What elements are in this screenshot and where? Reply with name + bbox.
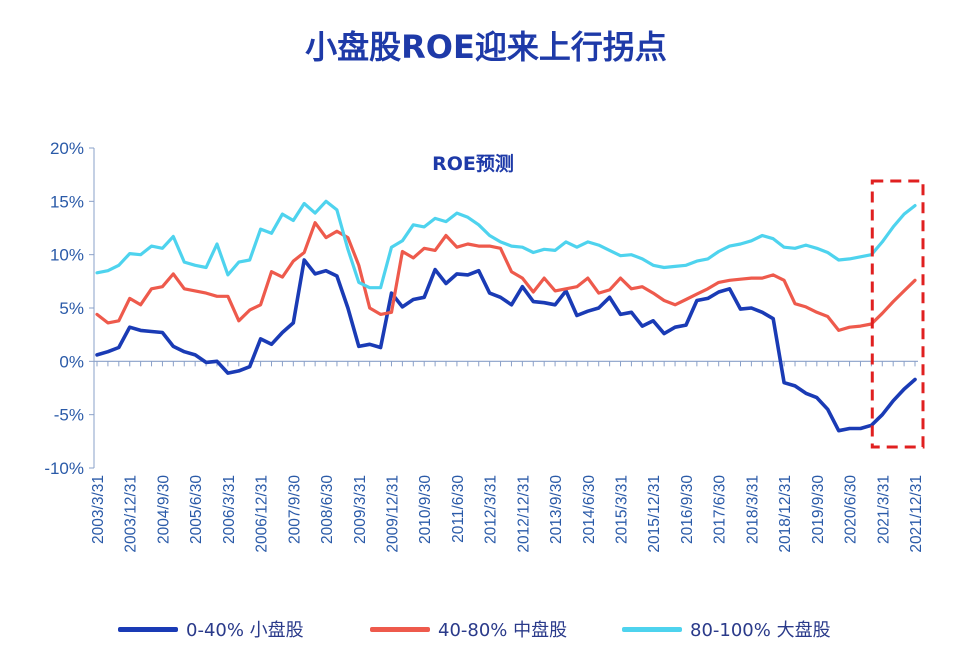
x-tick-label: 2009/3/31 <box>352 475 369 544</box>
x-tick-label: 2006/3/31 <box>221 475 238 544</box>
x-tick-label: 2013/9/30 <box>548 475 565 544</box>
x-tick-label: 2018/12/31 <box>777 475 794 553</box>
page-title: 小盘股ROE迎来上行拐点 <box>305 28 667 66</box>
forecast-highlight-box <box>870 179 925 449</box>
x-tick-label: 2003/12/31 <box>123 475 140 553</box>
x-tick-label: 2014/6/30 <box>581 475 598 544</box>
legend-item-large-cap: 80-100% 大盘股 <box>622 616 831 642</box>
series-line-1 <box>95 258 917 433</box>
y-tick-label: 20% <box>50 139 84 158</box>
x-tick-label: 2019/9/30 <box>810 475 827 544</box>
x-tick-label: 2015/12/31 <box>646 475 663 553</box>
y-tick-label: 5% <box>59 299 84 318</box>
chart-subtitle: ROE预测 <box>432 153 514 175</box>
y-tick-label: -10% <box>44 459 84 478</box>
x-tick-label: 2015/3/31 <box>614 475 631 544</box>
x-tick-label: 2005/6/30 <box>188 475 205 544</box>
x-tick-label: 2021/3/31 <box>875 475 892 544</box>
y-tick-label: 0% <box>59 352 84 371</box>
legend-label-small-cap: 0-40% 小盘股 <box>186 620 304 641</box>
legend-label-mid-cap: 40-80% 中盘股 <box>438 620 568 641</box>
y-tick-label: 10% <box>50 246 84 265</box>
legend-swatch-small-cap <box>118 626 178 632</box>
x-tick-label: 2010/9/30 <box>417 475 434 544</box>
x-tick-label: 2003/3/31 <box>90 475 107 544</box>
x-tick-label: 2007/9/30 <box>286 475 303 544</box>
y-tick-label: -5% <box>54 406 84 425</box>
x-tick-label: 2020/6/30 <box>843 475 860 544</box>
series-line-3 <box>95 199 917 290</box>
x-tick-label: 2004/9/30 <box>155 475 172 544</box>
x-tick-label: 2021/12/31 <box>908 475 925 553</box>
x-tick-label: 2011/6/30 <box>450 475 467 543</box>
x-tick-label: 2012/12/31 <box>515 475 532 553</box>
series-line-2 <box>95 221 917 332</box>
legend-item-mid-cap: 40-80% 中盘股 <box>370 616 567 642</box>
x-tick-label: 2009/12/31 <box>384 475 401 553</box>
chart-legend: 0-40% 小盘股 40-80% 中盘股 80-100% 大盘股 <box>118 616 878 642</box>
x-tick-label: 2012/3/31 <box>483 475 500 544</box>
x-tick-label: 2017/6/30 <box>712 475 729 544</box>
x-tick-label: 2008/6/30 <box>319 475 336 544</box>
legend-swatch-large-cap <box>622 626 682 632</box>
x-tick-label: 2006/12/31 <box>254 475 271 553</box>
legend-label-large-cap: 80-100% 大盘股 <box>690 620 831 641</box>
x-tick-label: 2016/9/30 <box>679 475 696 544</box>
x-tick-label: 2018/3/31 <box>744 475 761 544</box>
legend-item-small-cap: 0-40% 小盘股 <box>118 616 304 642</box>
y-tick-label: 15% <box>50 192 84 211</box>
legend-swatch-mid-cap <box>370 626 430 632</box>
